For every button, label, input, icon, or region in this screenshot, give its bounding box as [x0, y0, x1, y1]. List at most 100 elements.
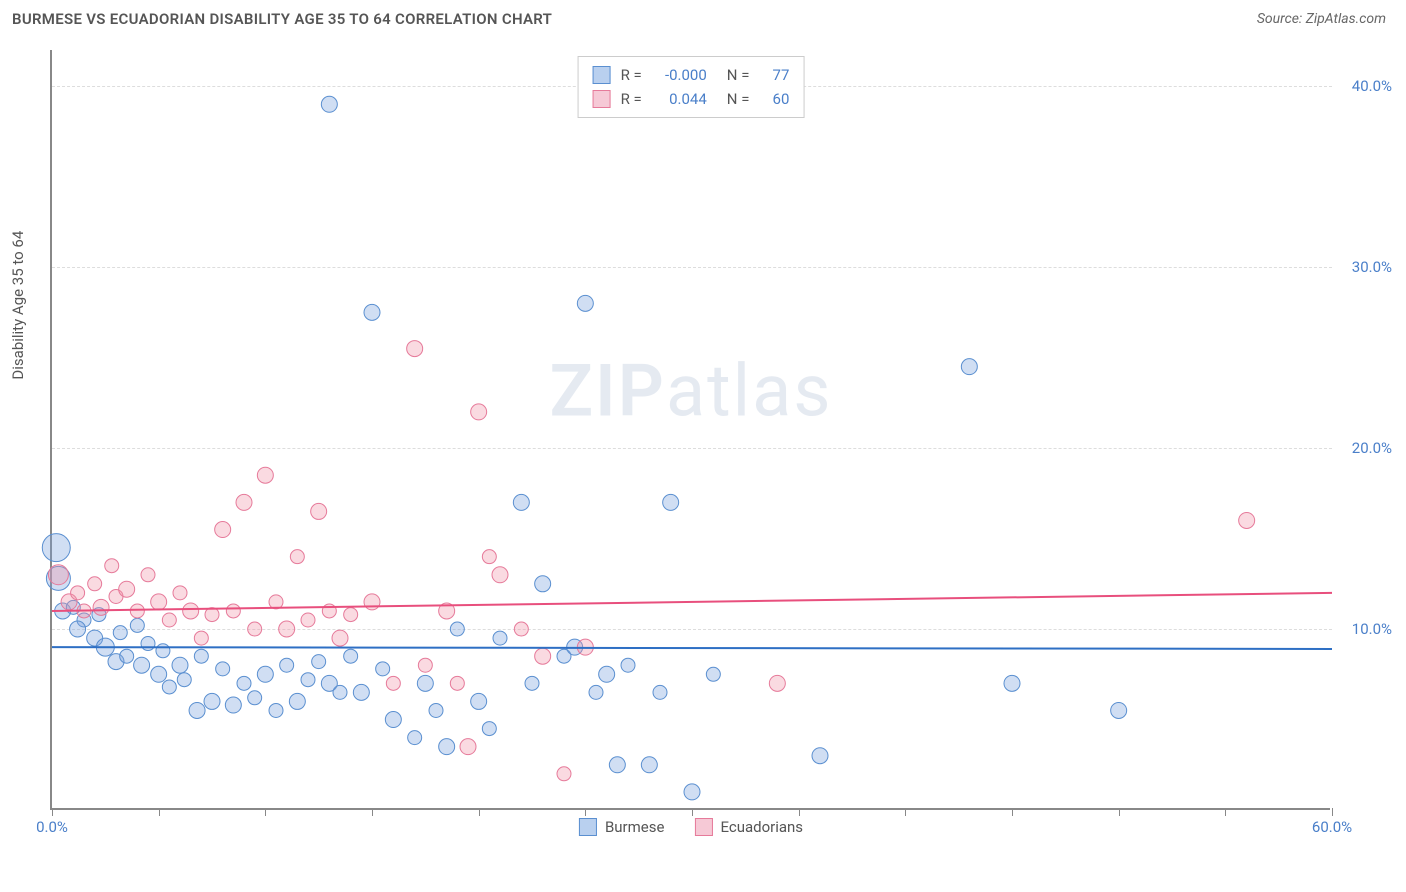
- scatter-point: [156, 644, 170, 658]
- stats-r-label: R =: [621, 87, 642, 111]
- x-tick: [479, 808, 480, 816]
- x-tick: [692, 808, 693, 816]
- scatter-point: [289, 693, 305, 709]
- scatter-point: [609, 757, 625, 773]
- scatter-point: [450, 676, 464, 690]
- scatter-point: [105, 559, 119, 573]
- scatter-point: [194, 649, 208, 663]
- scatter-point: [248, 691, 262, 705]
- x-tick: [1012, 808, 1013, 816]
- scatter-point: [961, 359, 977, 375]
- scatter-point: [333, 685, 347, 699]
- legend-swatch: [593, 66, 611, 84]
- y-tick-label: 20.0%: [1337, 439, 1392, 457]
- y-axis-label: Disability Age 35 to 64: [9, 231, 27, 380]
- legend-swatch: [579, 818, 597, 836]
- scatter-point: [301, 673, 315, 687]
- scatter-point: [248, 622, 262, 636]
- scatter-point: [386, 676, 400, 690]
- scatter-point: [162, 680, 176, 694]
- legend-label: Burmese: [605, 818, 665, 836]
- x-tick: [1119, 808, 1120, 816]
- scatter-point: [514, 622, 528, 636]
- scatter-point: [162, 613, 176, 627]
- scatter-point: [189, 702, 205, 718]
- scatter-point: [70, 621, 86, 637]
- scatter-point: [450, 622, 464, 636]
- scatter-point: [577, 295, 593, 311]
- scatter-point: [663, 494, 679, 510]
- trend-line: [52, 593, 1332, 611]
- x-tick: [159, 808, 160, 816]
- scatter-point: [173, 586, 187, 600]
- stats-r-value: 0.044: [652, 87, 707, 111]
- scatter-point: [641, 757, 657, 773]
- x-tick: [799, 808, 800, 816]
- scatter-point: [130, 604, 144, 618]
- legend-label: Ecuadorians: [720, 818, 803, 836]
- stats-n-label: N =: [727, 63, 750, 87]
- scatter-point: [42, 534, 70, 562]
- scatter-point: [257, 666, 273, 682]
- scatter-plot-svg: [52, 50, 1332, 810]
- scatter-point: [376, 662, 390, 676]
- scatter-point: [134, 657, 150, 673]
- legend-item: Burmese: [579, 818, 665, 836]
- stats-r-value: -0.000: [652, 63, 707, 87]
- scatter-point: [513, 494, 529, 510]
- x-tick: [265, 808, 266, 816]
- scatter-point: [408, 731, 422, 745]
- x-tick: [52, 808, 53, 816]
- scatter-point: [151, 594, 167, 610]
- x-tick: [585, 808, 586, 816]
- y-tick-label: 30.0%: [1337, 258, 1392, 276]
- scatter-point: [482, 550, 496, 564]
- scatter-point: [493, 631, 507, 645]
- scatter-point: [311, 503, 327, 519]
- stats-r-label: R =: [621, 63, 642, 87]
- scatter-point: [407, 341, 423, 357]
- scatter-point: [237, 676, 251, 690]
- scatter-point: [769, 675, 785, 691]
- scatter-point: [439, 739, 455, 755]
- scatter-point: [113, 626, 127, 640]
- scatter-point: [226, 604, 240, 618]
- scatter-point: [151, 666, 167, 682]
- scatter-point: [471, 404, 487, 420]
- legend-item: Ecuadorians: [694, 818, 803, 836]
- scatter-point: [417, 675, 433, 691]
- scatter-point: [236, 494, 252, 510]
- scatter-point: [301, 613, 315, 627]
- scatter-point: [344, 649, 358, 663]
- scatter-point: [120, 649, 134, 663]
- scatter-point: [141, 568, 155, 582]
- stats-n-value: 60: [759, 87, 789, 111]
- chart-header: BURMESE VS ECUADORIAN DISABILITY AGE 35 …: [0, 0, 1406, 38]
- scatter-point: [280, 658, 294, 672]
- scatter-point: [418, 658, 432, 672]
- scatter-point: [535, 576, 551, 592]
- y-tick-label: 40.0%: [1337, 77, 1392, 95]
- stats-n-value: 77: [759, 63, 789, 87]
- chart-source: Source: ZipAtlas.com: [1257, 11, 1386, 27]
- scatter-point: [141, 637, 155, 651]
- bottom-legend: Burmese Ecuadorians: [579, 818, 803, 836]
- scatter-point: [177, 673, 191, 687]
- scatter-point: [364, 304, 380, 320]
- scatter-point: [71, 586, 85, 600]
- x-tick-label: 0.0%: [36, 818, 68, 836]
- scatter-point: [460, 739, 476, 755]
- stats-legend-row: R = -0.000 N = 77: [593, 63, 790, 87]
- scatter-point: [557, 767, 571, 781]
- scatter-point: [385, 712, 401, 728]
- scatter-point: [429, 703, 443, 717]
- scatter-point: [589, 685, 603, 699]
- legend-swatch: [694, 818, 712, 836]
- scatter-point: [48, 565, 68, 585]
- scatter-point: [706, 667, 720, 681]
- scatter-point: [1239, 512, 1255, 528]
- x-tick: [1332, 808, 1333, 816]
- scatter-point: [653, 685, 667, 699]
- scatter-point: [471, 693, 487, 709]
- scatter-point: [1004, 675, 1020, 691]
